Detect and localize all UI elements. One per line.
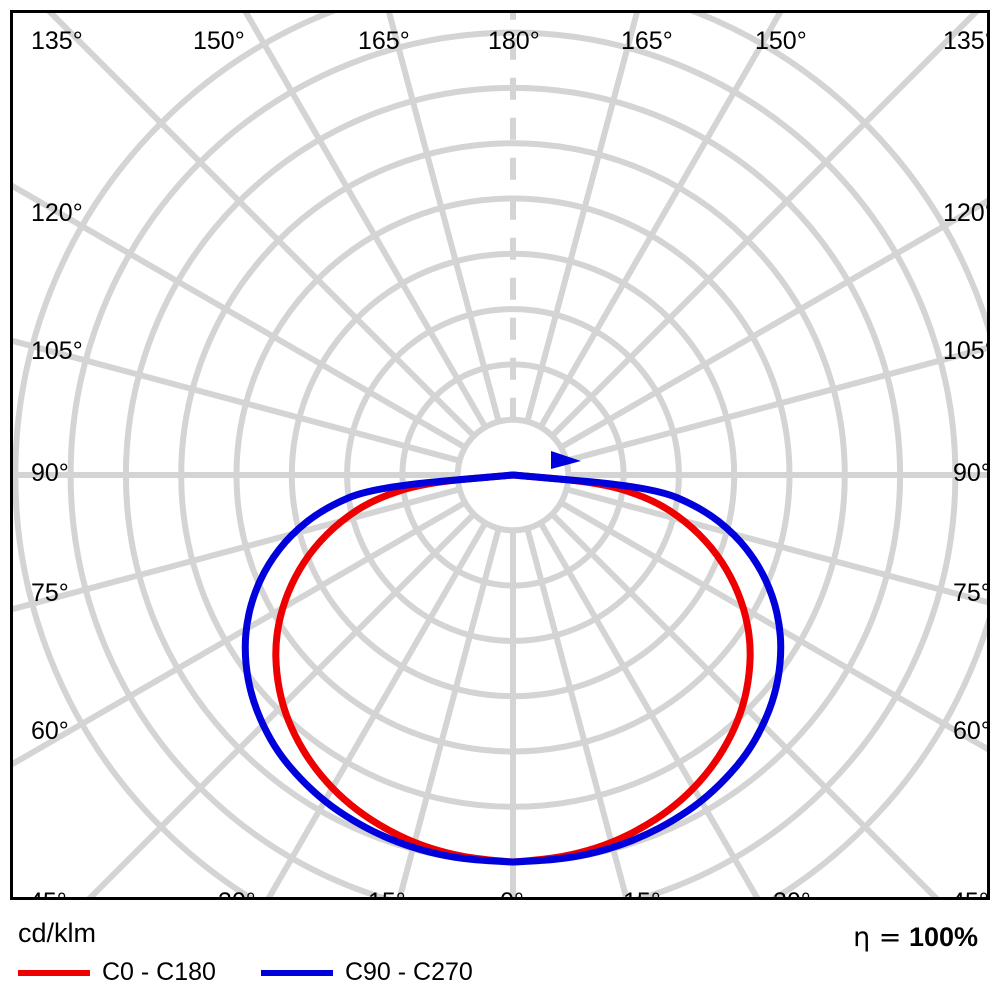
efficiency-symbol: η = — [853, 922, 902, 953]
axis-top-label-1: 150° — [193, 27, 245, 55]
axis-right-label-3: 75° — [953, 579, 990, 607]
axis-top-label-4: 165° — [621, 27, 673, 55]
axis-top-label-5: 150° — [755, 27, 807, 55]
axis-right-label-4: 60° — [953, 717, 990, 745]
grid-spoke-255 — [13, 337, 461, 464]
grid-spoke-15 — [524, 527, 630, 897]
grid-spoke-225 — [46, 13, 477, 439]
axis-bottom-label-3: 0° — [500, 890, 524, 898]
legend-color-swatch — [260, 969, 333, 976]
grid-spoke-165 — [524, 13, 640, 423]
axis-top-label-2: 165° — [358, 27, 410, 55]
axis-top-label-6: 135° — [943, 27, 990, 55]
axis-bottom-label-1: 30° — [218, 890, 256, 898]
grid-spoke-120 — [559, 197, 987, 450]
grid-spoke-300 — [13, 500, 467, 768]
grid-spoke-285 — [13, 486, 461, 613]
polar-gridlines — [13, 13, 987, 897]
legend-color-swatch — [18, 969, 90, 976]
grid-spoke-150 — [538, 13, 784, 429]
axis-left-label-3: 75° — [31, 579, 69, 607]
curve-c90-c270 — [241, 471, 785, 866]
grid-spoke-60 — [559, 500, 987, 753]
grid-spoke-30 — [538, 521, 761, 897]
axis-bottom-label-5: 30° — [773, 890, 811, 898]
axis-bottom-label-4: 15° — [623, 890, 661, 898]
axis-top-label-0: 135° — [31, 27, 83, 55]
grid-spoke-135 — [549, 13, 980, 439]
efficiency-value: 100% — [908, 922, 978, 952]
curve-direction-arrow-icon — [551, 451, 581, 469]
polar-plot-frame: 135° 150° 165° 180° 165° 150° 135° 45° 30° 15° 0° 1… — [10, 10, 990, 900]
axis-right-label-1: 105° — [943, 337, 990, 365]
grid-spoke-345 — [396, 527, 502, 897]
axis-right-label-0: 120° — [943, 199, 990, 227]
axis-right-label-2: 90° — [953, 459, 990, 487]
axis-bottom-label-6: 45° — [951, 890, 987, 898]
axis-left-label-0: 120° — [31, 199, 83, 227]
legend-entry-c90-c270[interactable]: C90 - C270 — [260, 958, 473, 987]
grid-spoke-315 — [86, 511, 477, 897]
chart-legend: cd/klm η = 100% C0 - C180 C90 - C270 — [0, 900, 1000, 1000]
grid-spoke-210 — [242, 13, 488, 429]
axis-left-label-2: 90° — [31, 459, 69, 487]
grid-spoke-240 — [13, 182, 467, 450]
legend-entries: C0 - C180 C90 - C270 — [18, 958, 473, 987]
axis-bottom-label-0: 45° — [29, 890, 67, 898]
unit-label: cd/klm — [18, 918, 97, 948]
legend-label: C0 - C180 — [102, 958, 216, 986]
polar-grid-svg — [13, 13, 987, 897]
legend-label: C90 - C270 — [344, 958, 473, 986]
axis-left-label-1: 105° — [31, 337, 83, 365]
efficiency-label: η = 100% — [853, 922, 978, 953]
axis-bottom-label-2: 15° — [368, 890, 406, 898]
axis-left-label-4: 60° — [31, 717, 69, 745]
polar-curves — [241, 451, 785, 866]
grid-spoke-105 — [565, 344, 987, 464]
grid-spoke-330 — [265, 521, 488, 897]
grid-spoke-195 — [386, 13, 502, 423]
grid-spoke-45 — [549, 511, 940, 897]
axis-top-label-3: 180° — [488, 27, 540, 55]
legend-entry-c0-c180[interactable]: C0 - C180 — [18, 958, 216, 987]
